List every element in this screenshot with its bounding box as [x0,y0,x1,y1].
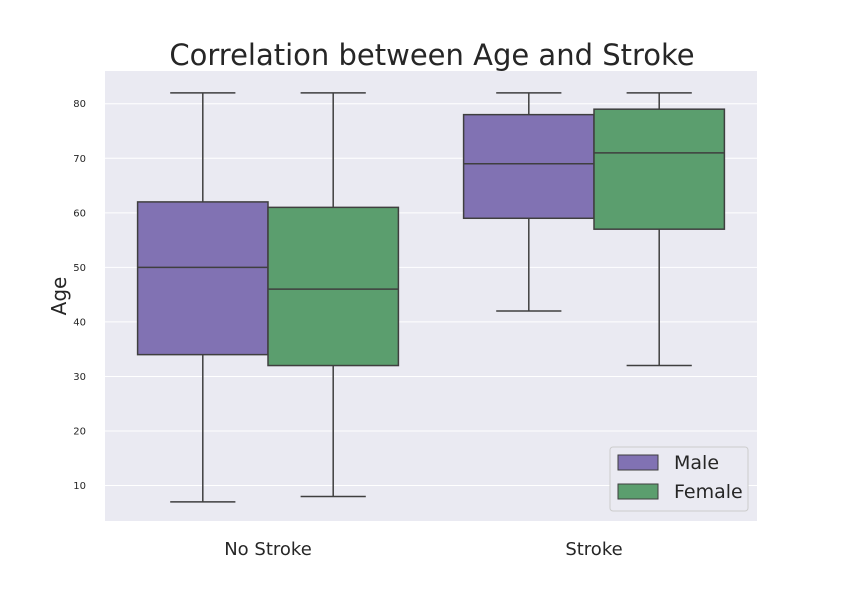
legend-label-male: Male [674,452,719,474]
x-tick-label: Stroke [565,539,622,560]
x-axis-ticks: No Stroke Stroke [224,539,622,560]
y-tick-label: 30 [73,372,86,383]
y-tick-label: 70 [73,154,86,165]
legend: Male Female [609,446,749,512]
iqr-box [593,108,726,230]
y-tick-label: 50 [73,263,86,274]
legend-label-female: Female [674,481,743,503]
chart-title: Correlation between Age and Stroke [169,38,694,72]
y-axis-ticks: 10 20 30 40 50 60 70 80 [73,99,86,492]
legend-swatch-male [617,454,659,471]
legend-swatch-female [617,483,659,500]
y-axis-label: Age [47,277,71,316]
x-tick-label: No Stroke [224,539,312,560]
y-tick-label: 60 [73,208,86,219]
y-tick-label: 10 [73,481,86,492]
iqr-box [462,113,595,220]
boxes [136,92,726,503]
y-tick-label: 80 [73,99,86,110]
box-female-no-stroke [267,92,400,498]
iqr-box [267,206,400,367]
box-male-stroke [462,92,595,312]
box-female-stroke [593,92,726,367]
y-tick-label: 20 [73,427,86,438]
iqr-box [136,201,269,356]
y-tick-label: 40 [73,317,86,328]
box-male-no-stroke [136,92,269,503]
